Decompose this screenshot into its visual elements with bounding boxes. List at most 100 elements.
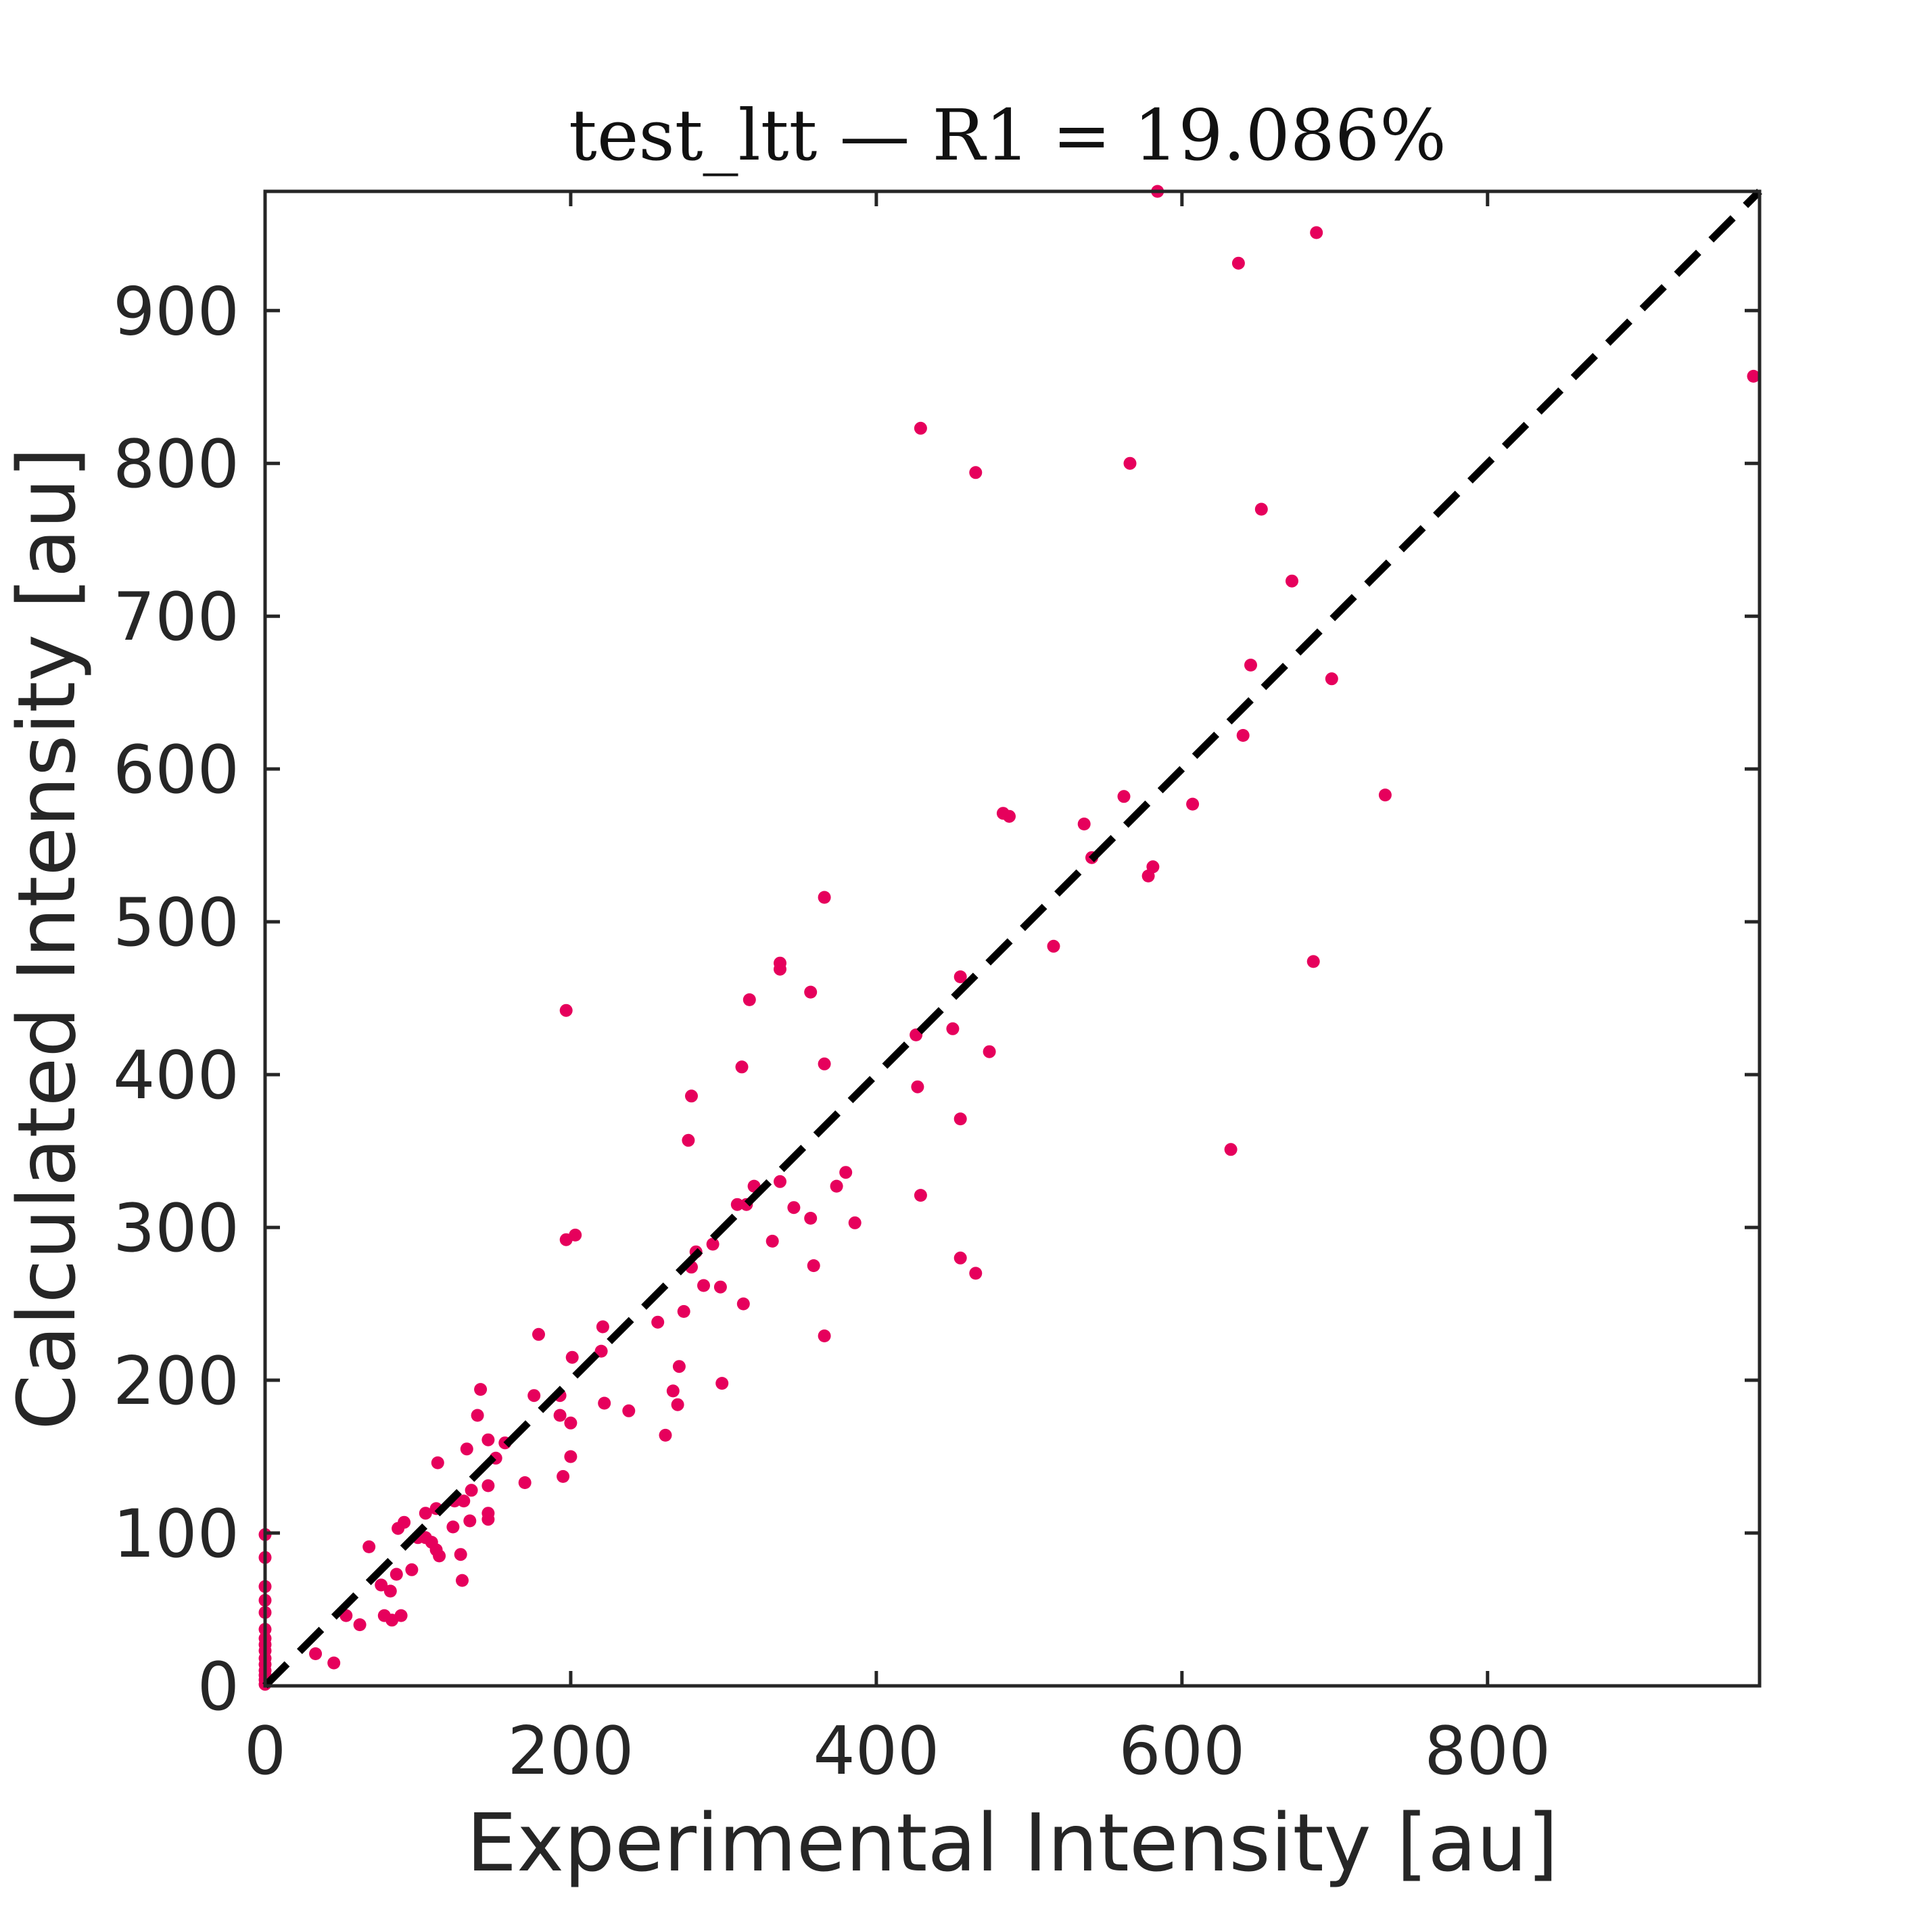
data-point-85	[564, 1450, 578, 1463]
data-point-79	[471, 1409, 484, 1422]
data-point-17	[1077, 818, 1091, 830]
data-point-3	[1747, 369, 1760, 383]
y-tick-label: 0	[197, 1649, 239, 1726]
data-point-23	[1306, 955, 1320, 968]
data-point-41	[830, 1179, 843, 1193]
data-point-6	[1123, 456, 1137, 470]
y-tick-label: 600	[113, 732, 239, 809]
data-point-88	[557, 1469, 570, 1483]
data-point-42	[774, 1175, 786, 1188]
data-point-5	[969, 466, 983, 479]
x-axis-label: Experimental Intensity [au]	[467, 1796, 1559, 1889]
data-point-32	[983, 1045, 996, 1058]
data-point-48	[804, 1212, 818, 1225]
y-axis-label: Calculated Intensity [au]	[0, 447, 93, 1430]
data-point-59	[697, 1279, 710, 1292]
data-point-75	[598, 1396, 611, 1410]
data-point-30	[946, 1022, 960, 1035]
data-point-60	[713, 1280, 727, 1294]
data-point-2	[1231, 256, 1245, 270]
data-point-53	[706, 1238, 720, 1251]
data-point-119	[309, 1647, 323, 1660]
data-point-117	[385, 1613, 399, 1627]
data-point-82	[481, 1433, 495, 1446]
data-point-56	[807, 1259, 820, 1273]
data-point-58	[969, 1267, 983, 1280]
data-point-51	[559, 1233, 573, 1246]
data-point-61	[736, 1297, 750, 1311]
data-point-40	[839, 1166, 853, 1179]
reference-line	[262, 189, 1762, 1689]
plot-frame	[263, 189, 1762, 1688]
data-point-22	[1047, 939, 1060, 953]
data-point-84	[460, 1442, 473, 1456]
reference-line-layer	[262, 189, 1762, 1689]
data-point-8	[1286, 574, 1298, 588]
data-point-45	[730, 1198, 744, 1211]
data-point-13	[1186, 797, 1200, 811]
data-point-110	[390, 1568, 403, 1581]
data-point-111	[456, 1574, 469, 1587]
data-point-1	[1310, 226, 1323, 239]
data-point-120	[327, 1656, 341, 1670]
data-point-80	[564, 1416, 578, 1430]
chart-title: test_ltt — R1 = 19.086%	[569, 94, 1446, 176]
data-point-20	[1141, 869, 1155, 882]
data-point-90	[481, 1479, 495, 1492]
data-point-71	[474, 1383, 488, 1396]
y-tick-label: 400	[113, 1037, 239, 1114]
data-point-34	[735, 1060, 749, 1074]
data-point-81	[659, 1428, 672, 1442]
data-point-38	[682, 1133, 695, 1147]
data-point-113	[383, 1584, 397, 1598]
y-tick-label: 300	[113, 1190, 239, 1267]
data-point-97	[419, 1507, 432, 1520]
x-axis: 0 200 400 600 800	[244, 191, 1551, 1790]
data-point-16	[1003, 809, 1016, 823]
data-point-29	[559, 1004, 573, 1017]
x-tick-label: 0	[244, 1713, 286, 1790]
data-point-105	[419, 1531, 432, 1545]
data-point-68	[565, 1350, 579, 1364]
data-point-37	[953, 1112, 967, 1126]
data-point-12	[1378, 788, 1392, 802]
data-point-89	[518, 1476, 532, 1489]
data-point-118	[353, 1618, 367, 1632]
x-tick-label: 400	[813, 1713, 939, 1790]
data-point-106	[362, 1540, 376, 1553]
data-point-70	[715, 1377, 729, 1390]
y-tick-label: 100	[113, 1496, 239, 1573]
data-point-25	[774, 962, 786, 976]
data-point-62	[677, 1304, 690, 1318]
data-point-66	[532, 1327, 545, 1341]
data-point-28	[743, 993, 756, 1006]
data-point-73	[527, 1389, 541, 1403]
data-point-63	[651, 1315, 665, 1329]
data-point-9	[1244, 659, 1257, 672]
data-point-98	[463, 1514, 477, 1528]
data-point-64	[596, 1320, 609, 1334]
data-point-108	[433, 1549, 446, 1563]
x-tick-label: 600	[1118, 1713, 1245, 1790]
data-point-91	[465, 1484, 478, 1497]
data-point-10	[1325, 672, 1338, 686]
y-tick-label: 900	[113, 273, 239, 350]
y-tick-label: 200	[113, 1343, 239, 1420]
data-point-109	[405, 1563, 419, 1576]
data-point-55	[953, 1251, 967, 1265]
data-point-11	[1236, 729, 1250, 742]
y-tick-label: 500	[113, 885, 239, 962]
data-point-47	[787, 1201, 801, 1215]
data-point-76	[671, 1398, 684, 1411]
y-axis: 0 100 200 300 400 500 600 700 800 900	[113, 273, 1760, 1726]
data-point-101	[392, 1522, 405, 1535]
y-tick-label: 700	[113, 579, 239, 656]
data-point-35	[911, 1080, 924, 1093]
data-point-44	[914, 1189, 927, 1202]
data-point-99	[446, 1520, 460, 1534]
data-point-77	[622, 1404, 636, 1417]
x-tick-label: 200	[507, 1713, 634, 1790]
data-point-21	[818, 891, 831, 904]
data-point-69	[672, 1360, 686, 1373]
data-point-107	[454, 1548, 467, 1561]
